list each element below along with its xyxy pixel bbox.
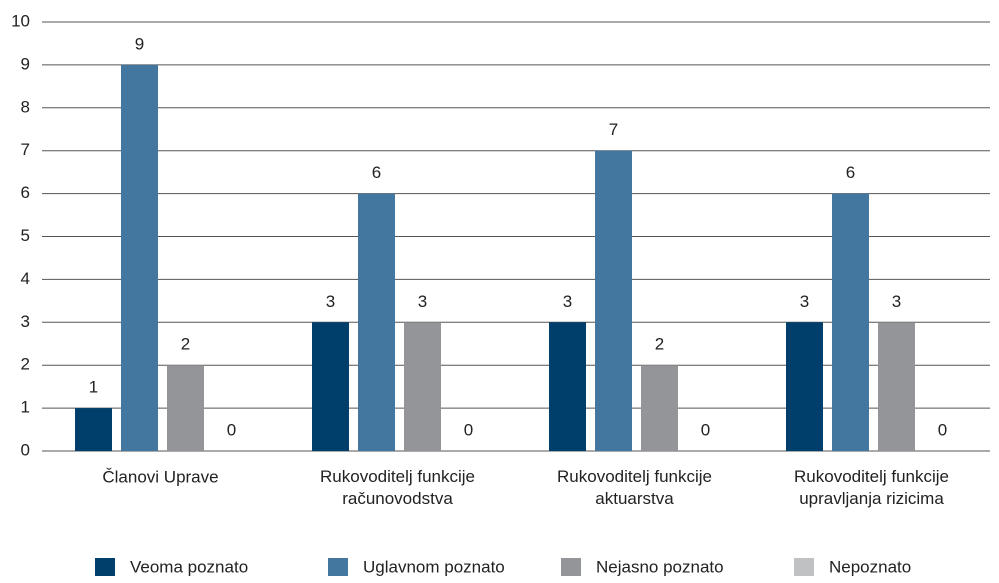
y-tick-label: 4 <box>21 269 30 288</box>
y-tick-label: 10 <box>11 11 30 30</box>
x-tick-label: Članovi Uprave <box>102 467 218 486</box>
data-label: 2 <box>655 335 664 354</box>
bar <box>75 408 112 451</box>
bar <box>358 193 395 451</box>
data-label: 2 <box>181 335 190 354</box>
data-label: 1 <box>89 378 98 397</box>
y-tick-label: 2 <box>21 355 30 374</box>
bar <box>549 322 586 451</box>
legend-label: Veoma poznato <box>130 557 248 576</box>
x-tick-label: Rukovoditelj funkcije računovodstva <box>320 467 475 508</box>
data-label: 3 <box>563 292 572 311</box>
y-tick-label: 3 <box>21 312 30 331</box>
legend-item: Veoma poznato <box>95 557 248 576</box>
bar <box>832 193 869 451</box>
x-tick-label: Rukovoditelj funkcije aktuarstva <box>557 467 712 508</box>
legend-item: Nejasno poznato <box>561 557 724 576</box>
y-tick-label: 1 <box>21 398 30 417</box>
legend-swatch <box>561 558 581 576</box>
legend-label: Nepoznato <box>829 557 911 576</box>
y-tick-label: 0 <box>21 440 30 459</box>
bar <box>121 64 158 452</box>
data-label: 6 <box>846 163 855 182</box>
bar <box>404 322 441 451</box>
y-tick-label: 8 <box>21 97 30 116</box>
bar <box>312 322 349 451</box>
x-tick-label: Rukovoditelj funkcije upravljanja rizicim… <box>794 467 949 508</box>
data-label: 3 <box>892 292 901 311</box>
legend-swatch <box>95 558 115 576</box>
data-label: 3 <box>326 292 335 311</box>
bar <box>167 365 204 451</box>
bar <box>786 322 823 451</box>
data-label: 7 <box>609 120 618 139</box>
data-label: 6 <box>372 163 381 182</box>
bar <box>878 322 915 451</box>
y-tick-label: 5 <box>21 226 30 245</box>
legend-label: Nejasno poznato <box>596 557 724 576</box>
data-label: 0 <box>701 420 710 439</box>
y-tick-label: 9 <box>21 54 30 73</box>
legend-item: Nepoznato <box>794 557 911 576</box>
y-tick-label: 7 <box>21 140 30 159</box>
data-label: 0 <box>464 420 473 439</box>
data-label: 9 <box>135 34 144 53</box>
bar <box>641 365 678 451</box>
data-label: 3 <box>418 292 427 311</box>
data-label: 0 <box>938 420 947 439</box>
data-label: 3 <box>800 292 809 311</box>
legend-item: Uglavnom poznato <box>328 557 505 576</box>
data-label: 0 <box>227 420 236 439</box>
legend-swatch <box>328 558 348 576</box>
legend-swatch <box>794 558 814 576</box>
y-tick-label: 6 <box>21 183 30 202</box>
bar <box>595 150 632 451</box>
legend-label: Uglavnom poznato <box>363 557 505 576</box>
